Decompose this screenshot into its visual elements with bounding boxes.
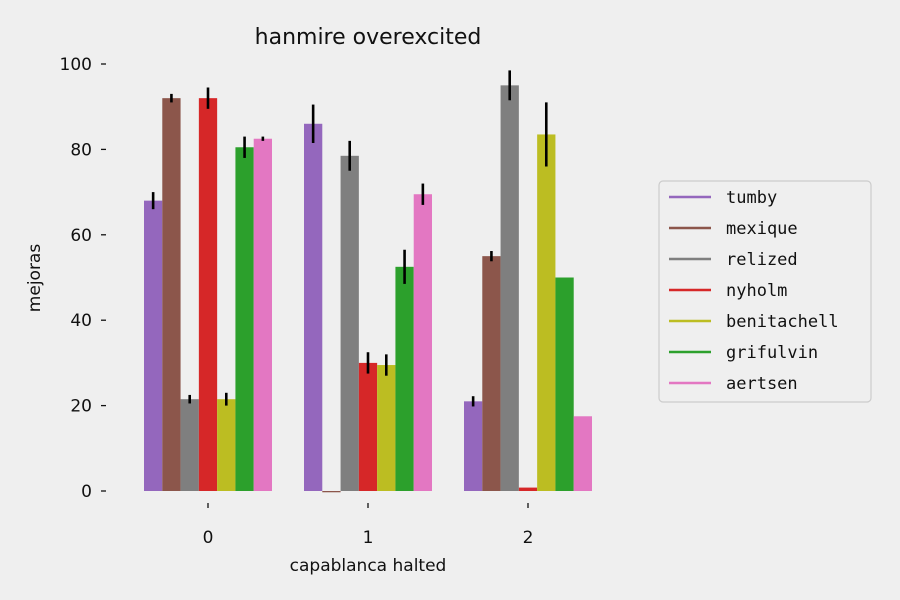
x-axis-label: capablanca halted <box>290 556 447 576</box>
y-tick-label: 80 <box>70 140 92 160</box>
bar-grifulvin <box>235 147 254 491</box>
x-tick-label: 1 <box>363 528 374 548</box>
bar-mexique <box>322 491 341 493</box>
bar-aertsen <box>573 416 592 491</box>
x-axis: 0 1 2 <box>203 503 534 548</box>
legend-label-grifulvin: grifulvin <box>726 343 818 363</box>
bar-grifulvin <box>395 266 414 491</box>
bar-mexique <box>162 98 181 491</box>
bars <box>144 85 592 493</box>
bar-nyholm <box>518 487 538 491</box>
bar-aertsen <box>253 138 272 491</box>
bar-nyholm <box>358 362 378 491</box>
y-tick-label: 40 <box>70 311 92 331</box>
bar-nyholm <box>198 98 218 491</box>
y-tick-label: 20 <box>70 397 92 417</box>
bar-mexique <box>482 256 501 491</box>
bar-aertsen <box>413 194 432 492</box>
bar-tumby <box>304 123 323 491</box>
bar-grifulvin <box>555 277 574 491</box>
legend-label-aertsen: aertsen <box>726 374 798 394</box>
y-axis: 0 20 40 60 80 100 <box>60 55 106 502</box>
legend-label-mexique: mexique <box>726 219 798 239</box>
y-axis-label: mejoras <box>25 244 45 313</box>
legend-label-tumby: tumby <box>726 188 777 208</box>
legend-label-benitachell: benitachell <box>726 312 839 332</box>
legend-label-nyholm: nyholm <box>726 281 787 301</box>
y-tick-label: 60 <box>70 226 92 246</box>
bar-relized <box>500 85 519 491</box>
error-bars <box>151 70 548 407</box>
bar-relized <box>180 399 199 491</box>
bar-benitachell <box>217 399 236 491</box>
bar-tumby <box>464 401 483 491</box>
bar-tumby <box>144 200 163 491</box>
y-tick-label: 0 <box>81 482 92 502</box>
bar-benitachell <box>377 365 396 491</box>
x-tick-label: 2 <box>523 528 534 548</box>
bar-benitachell <box>537 134 556 491</box>
bar-relized <box>340 155 359 491</box>
legend-frame <box>658 180 872 403</box>
x-tick-label: 0 <box>203 528 214 548</box>
legend: tumby mexique relized nyholm benitachell grif… <box>658 180 872 403</box>
legend-label-relized: relized <box>726 250 798 270</box>
y-tick-label: 100 <box>60 55 92 75</box>
chart-title: hanmire overexcited <box>255 25 482 50</box>
